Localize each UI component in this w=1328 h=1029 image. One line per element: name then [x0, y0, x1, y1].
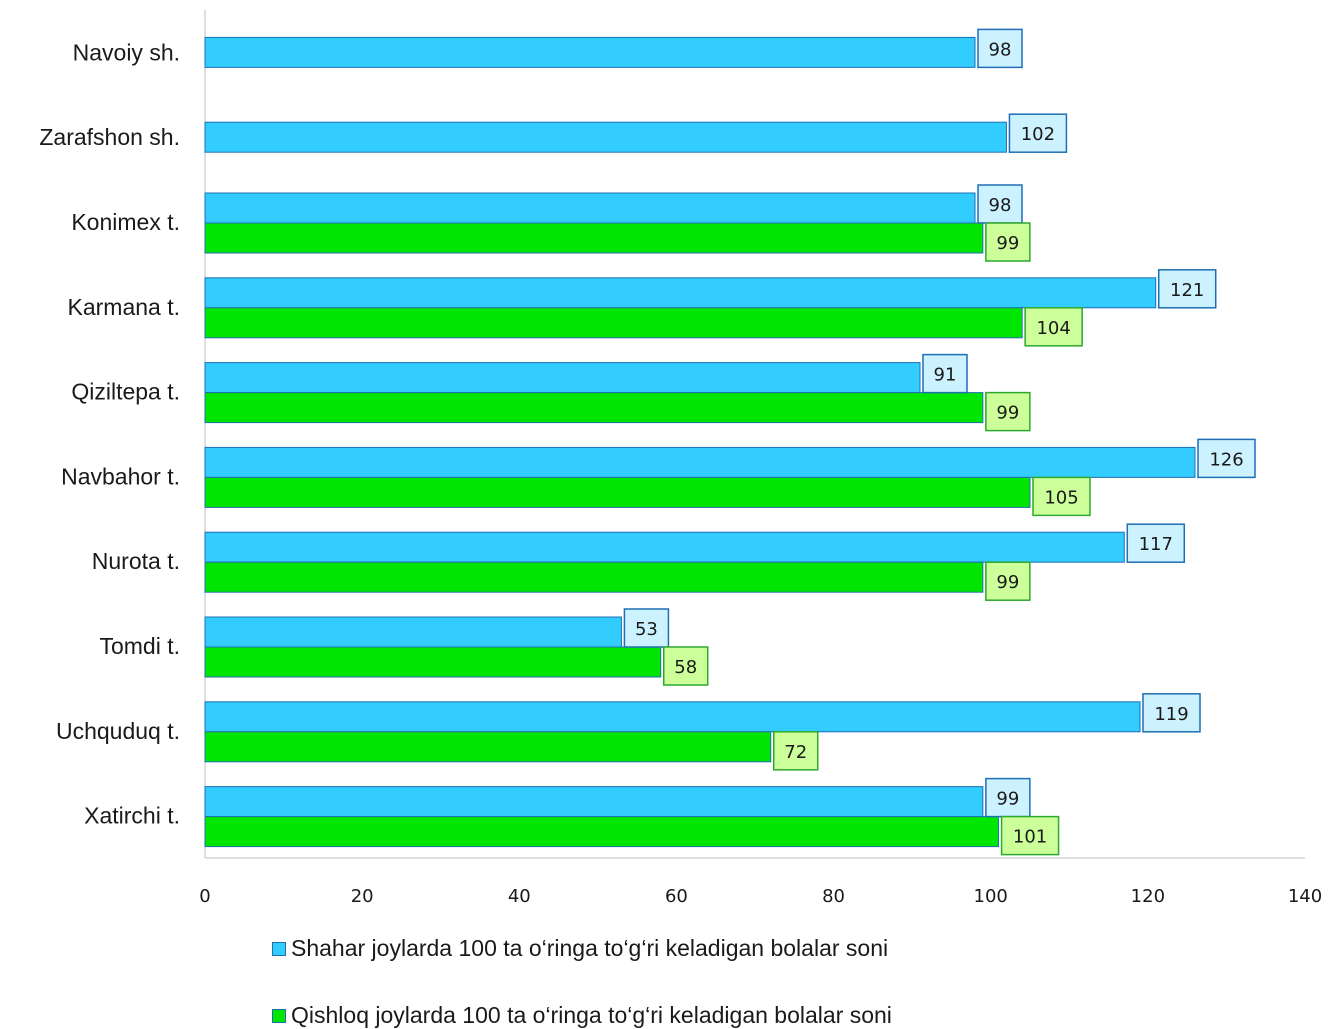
bar-rural — [204, 307, 1023, 339]
legend-label-rural: Qishloq joylarda 100 ta o‘ringa to‘g‘ri … — [291, 1002, 892, 1028]
data-label-urban: 98 — [989, 39, 1012, 60]
legend-swatch-rural — [272, 1008, 286, 1023]
data-label-box-urban — [922, 353, 968, 394]
data-label-rural: 99 — [996, 572, 1019, 593]
data-label-urban: 53 — [635, 619, 658, 640]
category-label: Qiziltepa t. — [71, 379, 180, 405]
data-label-rural: 99 — [996, 403, 1019, 424]
bar-rural — [204, 731, 772, 763]
data-label-urban: 121 — [1170, 280, 1204, 301]
x-tick-label: 100 — [974, 886, 1008, 907]
bar-urban — [204, 786, 984, 818]
legend-item-urban: Shahar joylarda 100 ta o‘ringa to‘g‘ri k… — [272, 935, 888, 962]
bar-rural — [204, 561, 984, 593]
data-label-box-rural — [772, 731, 819, 771]
data-label-box-rural — [985, 561, 1031, 601]
bar-rural — [204, 646, 662, 678]
legend-swatch-urban — [272, 941, 286, 956]
data-label-box-rural — [985, 391, 1031, 432]
data-label-urban: 98 — [989, 195, 1012, 216]
legend-label-urban: Shahar joylarda 100 ta o‘ringa to‘g‘ri k… — [291, 935, 889, 961]
bar-rural — [204, 392, 984, 424]
data-label-box-urban — [1126, 523, 1186, 563]
data-label-rural: 72 — [784, 742, 807, 763]
bar-rural — [204, 476, 1031, 508]
category-label: Xatirchi t. — [84, 803, 180, 829]
bar-urban — [204, 36, 976, 68]
bar-rural — [204, 222, 984, 254]
data-label-box-urban — [1197, 438, 1256, 479]
legend-item-rural: Qishloq joylarda 100 ta o‘ringa to‘g‘ri … — [272, 1002, 892, 1029]
bar-urban — [204, 446, 1196, 478]
data-label-rural: 101 — [1013, 827, 1047, 848]
x-tick-label: 120 — [1131, 886, 1165, 907]
data-label-box-urban — [1142, 693, 1201, 733]
data-label-rural: 104 — [1036, 318, 1070, 339]
data-label-box-rural — [1000, 815, 1060, 856]
data-label-box-rural — [1024, 307, 1083, 347]
bar-urban — [204, 701, 1141, 733]
data-label-urban: 102 — [1021, 124, 1055, 145]
data-label-rural: 58 — [674, 657, 697, 678]
data-label-box-rural — [985, 222, 1031, 262]
category-label: Tomdi t. — [99, 633, 180, 659]
bar-urban — [204, 192, 976, 224]
data-label-rural: 99 — [996, 233, 1019, 254]
bar-rural — [204, 816, 1000, 848]
data-labels: 98 102 98 99 121 104 91 99 126 105 117 99 53 58 119 72 9… — [623, 28, 1256, 856]
bar-urban — [204, 277, 1157, 309]
x-tick-label: 0 — [199, 886, 210, 907]
data-label-urban: 99 — [996, 789, 1019, 810]
x-tick-label: 20 — [351, 886, 374, 907]
bar-urban — [204, 121, 1007, 153]
data-label-box-urban — [1008, 113, 1068, 153]
x-tick-label: 140 — [1288, 886, 1322, 907]
category-label: Zarafshon sh. — [39, 124, 180, 150]
bar-urban — [204, 362, 921, 394]
data-label-urban: 91 — [934, 365, 957, 386]
bars — [204, 36, 1196, 848]
data-label-box-rural — [1032, 476, 1091, 517]
x-tick-labels: 0 20 40 60 80 100 120 140 — [199, 886, 1322, 907]
bar-urban — [204, 616, 622, 648]
category-label: Karmana t. — [68, 294, 181, 320]
category-label: Nurota t. — [92, 548, 180, 574]
data-label-urban: 117 — [1139, 534, 1173, 555]
category-label: Navoiy sh. — [73, 39, 180, 65]
data-label-rural: 105 — [1044, 487, 1078, 508]
data-label-urban: 126 — [1209, 449, 1243, 470]
data-label-urban: 119 — [1154, 704, 1188, 725]
category-label: Navbahor t. — [61, 463, 180, 489]
data-label-box-urban — [977, 28, 1023, 69]
data-label-box-urban — [1157, 269, 1217, 309]
bar-urban — [204, 531, 1125, 563]
x-tick-label: 60 — [665, 886, 688, 907]
x-tick-label: 80 — [822, 886, 845, 907]
data-label-box-rural — [662, 646, 709, 686]
data-label-box-urban — [623, 608, 670, 648]
category-label: Konimex t. — [71, 209, 180, 235]
category-labels: Navoiy sh. Zarafshon sh. Konimex t. Karmana… — [39, 39, 180, 828]
category-label: Uchquduq t. — [56, 718, 180, 744]
x-tick-label: 40 — [508, 886, 531, 907]
